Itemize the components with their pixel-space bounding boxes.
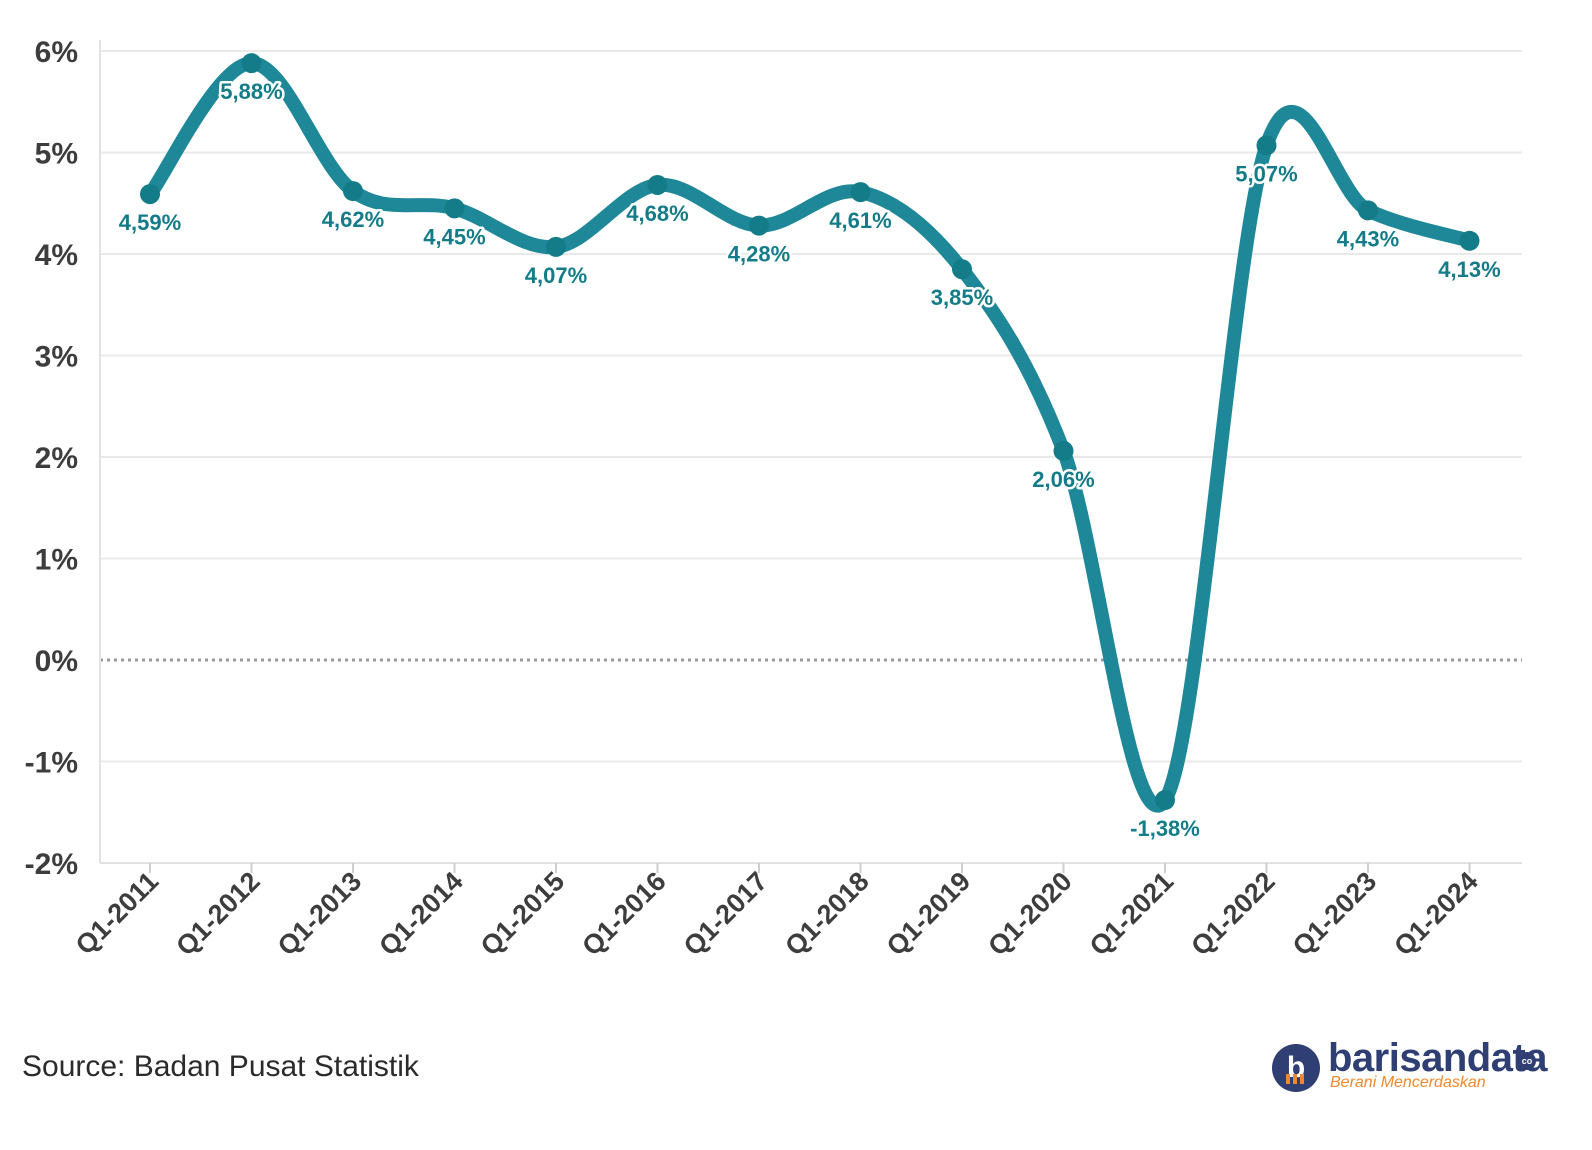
brand-suffix: co — [1518, 1052, 1536, 1070]
data-point — [952, 259, 972, 280]
y-tick-label: 1% — [35, 544, 78, 577]
data-point — [749, 215, 769, 236]
data-label: 4,62% — [322, 207, 384, 232]
axes — [99, 40, 1522, 873]
y-axis-ticks: 6% 5% 4% 3% 2% 1% 0% -1% -2% — [25, 36, 78, 881]
x-tick-label: Q1-2020 — [982, 866, 1078, 962]
data-label: 5,07% — [1235, 161, 1297, 186]
x-tick-label: Q1-2024 — [1388, 866, 1484, 962]
data-label: 4,13% — [1438, 257, 1500, 282]
data-label: 4,61% — [829, 208, 891, 233]
x-tick-label: Q1-2012 — [170, 866, 266, 962]
data-point — [241, 53, 262, 74]
x-tick-label: Q1-2015 — [475, 866, 571, 962]
data-label: 3,85% — [931, 285, 993, 310]
data-label: 4,07% — [525, 263, 587, 288]
data-label: 4,45% — [423, 224, 485, 249]
x-axis-ticks: Q1-2011 Q1-2012 Q1-2013 Q1-2014 Q1-2015 Q1-20… — [70, 866, 1484, 962]
data-point — [1358, 200, 1378, 221]
data-point — [444, 198, 465, 219]
data-point — [1256, 135, 1277, 156]
x-tick-label: Q1-2021 — [1084, 866, 1180, 962]
brand-tagline: Berani Mencerdaskan — [1330, 1074, 1486, 1091]
brand-mark-icon: b — [1272, 1044, 1320, 1092]
x-tick-label: Q1-2022 — [1185, 866, 1281, 962]
x-tick-label: Q1-2017 — [678, 866, 774, 962]
data-label: 4,68% — [626, 201, 688, 226]
y-tick-label: 5% — [35, 138, 78, 171]
source-note: Source: Badan Pusat Statistik — [22, 1050, 419, 1083]
x-tick-label: Q1-2016 — [576, 866, 672, 962]
data-label: 4,43% — [1337, 226, 1399, 251]
x-tick-label: Q1-2023 — [1287, 866, 1383, 962]
data-point — [1053, 440, 1074, 461]
brand-name: barisandata — [1328, 1036, 1548, 1080]
x-tick-label: Q1-2018 — [779, 866, 875, 962]
data-point — [140, 184, 160, 205]
x-tick-label: Q1-2013 — [272, 866, 368, 962]
data-label: 2,06% — [1032, 467, 1094, 492]
data-point — [850, 182, 871, 203]
x-tick-label: Q1-2014 — [373, 866, 469, 962]
x-tick-label: Q1-2011 — [70, 866, 164, 960]
y-tick-label: 0% — [35, 645, 78, 678]
x-tick-label: Q1-2019 — [881, 866, 977, 962]
data-point — [1155, 790, 1175, 811]
data-point — [1459, 230, 1480, 251]
y-tick-label: -2% — [25, 848, 78, 881]
data-point — [647, 174, 668, 195]
series-line — [143, 56, 1477, 813]
y-tick-label: 2% — [35, 442, 78, 475]
data-label: 4,28% — [728, 242, 790, 267]
y-tick-label: 3% — [35, 341, 78, 374]
data-point — [343, 181, 363, 202]
y-tick-label: -1% — [25, 747, 78, 780]
series — [140, 53, 1480, 813]
data-point — [546, 236, 566, 257]
data-labels: 4,59% 5,88% 4,62% 4,45% 4,07% 4,68% 4,28% 4,61%… — [116, 77, 1503, 844]
gridlines — [100, 50, 1522, 864]
y-tick-label: 6% — [35, 36, 78, 69]
brand-logo: b barisandata co Berani Mencerdaskan — [1272, 1036, 1572, 1102]
data-label: 5,88% — [220, 79, 282, 104]
data-label: 4,59% — [119, 210, 181, 235]
data-label: -1,38% — [1130, 816, 1200, 841]
y-tick-label: 4% — [35, 239, 78, 272]
